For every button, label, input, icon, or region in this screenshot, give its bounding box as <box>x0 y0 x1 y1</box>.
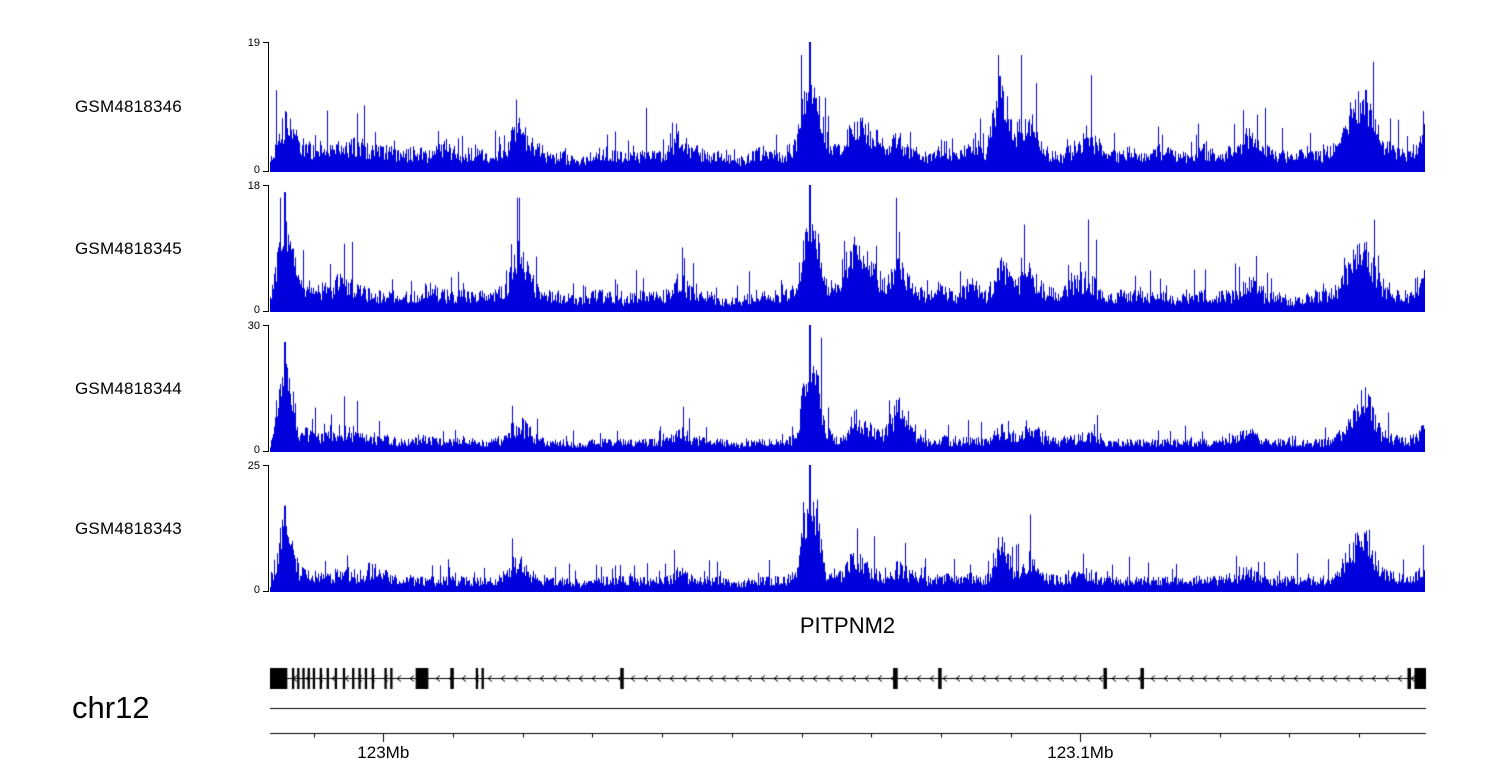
ruler-tick-label-0: 123Mb <box>357 743 410 762</box>
y-axis-zero-label: 0 <box>253 584 260 596</box>
y-axis-max-label: 30 <box>247 320 260 332</box>
y-axis-zero-label: 0 <box>253 164 260 176</box>
coverage-signal-canvas <box>270 42 1425 172</box>
y-axis-bottom-tick <box>263 311 269 312</box>
ruler-tick-label-1: 123.1Mb <box>1047 743 1114 762</box>
y-axis-zero-label: 0 <box>253 304 260 316</box>
gene-model-canvas <box>268 656 1428 700</box>
coverage-track-2: GSM4818345 18 0 <box>0 181 1500 316</box>
y-axis-zero-label: 0 <box>253 444 260 456</box>
chromosome-label: chr12 <box>72 690 150 725</box>
coverage-track-1: GSM4818346 19 0 <box>0 38 1500 176</box>
y-axis-line <box>268 185 269 312</box>
genome-axis-canvas <box>268 702 1428 744</box>
coverage-signal-canvas <box>270 185 1425 312</box>
y-axis-line <box>268 465 269 592</box>
gene-name-label: PITPNM2 <box>799 613 896 638</box>
y-axis-top-tick <box>263 42 269 43</box>
y-axis-bottom-tick <box>263 171 269 172</box>
track-label: GSM4818343 <box>75 518 182 538</box>
coverage-signal-canvas <box>270 465 1425 592</box>
y-axis-max-label: 19 <box>247 37 260 49</box>
y-axis-line <box>268 42 269 172</box>
y-axis-top-tick <box>263 465 269 466</box>
y-axis-bottom-tick <box>263 451 269 452</box>
y-axis-top-tick <box>263 325 269 326</box>
y-axis-line <box>268 325 269 452</box>
track-label: GSM4818345 <box>75 238 182 258</box>
track-label: GSM4818346 <box>75 97 182 116</box>
track-label: GSM4818344 <box>75 378 182 398</box>
coverage-track-4: GSM4818343 25 0 <box>0 461 1500 596</box>
y-axis-top-tick <box>263 185 269 186</box>
y-axis-bottom-tick <box>263 591 269 592</box>
y-axis-max-label: 18 <box>247 180 260 192</box>
coverage-signal-canvas <box>270 325 1425 452</box>
y-axis-max-label: 25 <box>247 460 260 472</box>
coverage-track-3: GSM4818344 30 0 <box>0 321 1500 456</box>
